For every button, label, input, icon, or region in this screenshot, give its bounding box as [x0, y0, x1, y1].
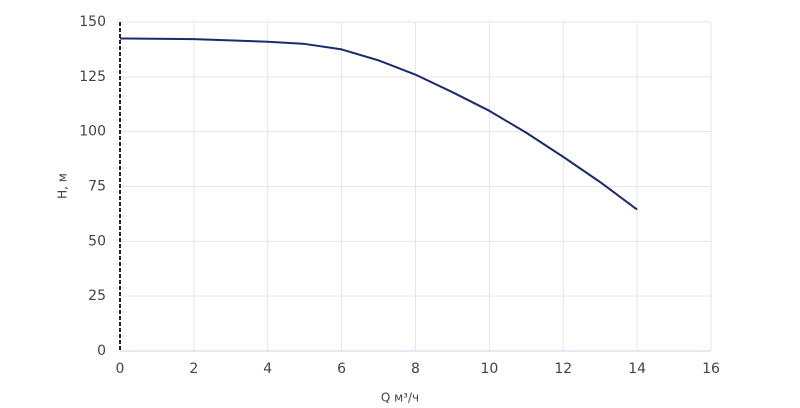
- x-tick-label: 12: [554, 361, 572, 377]
- x-tick-label: 8: [411, 361, 420, 377]
- y-tick-label: 50: [88, 233, 106, 249]
- x-tick-label: 4: [263, 361, 272, 377]
- line: [119, 37, 638, 211]
- y-tick-label: 150: [79, 14, 106, 30]
- x-tick-label: 14: [628, 361, 646, 377]
- y-tick-label: 100: [79, 124, 106, 140]
- y-axis-label: H, м: [56, 173, 70, 199]
- y-tick-label: 125: [79, 69, 106, 85]
- y-tick-label: 75: [88, 179, 106, 195]
- x-tick-label: 0: [116, 361, 125, 377]
- x-axis-label: Q м³/ч: [381, 391, 419, 405]
- y-tick-label: 0: [97, 343, 106, 359]
- x-tick-label: 6: [337, 361, 346, 377]
- x-tick-label: 10: [480, 361, 498, 377]
- x-tick-label: 16: [702, 361, 720, 377]
- x-tick-label: 2: [189, 361, 198, 377]
- y-tick-label: 25: [88, 288, 106, 304]
